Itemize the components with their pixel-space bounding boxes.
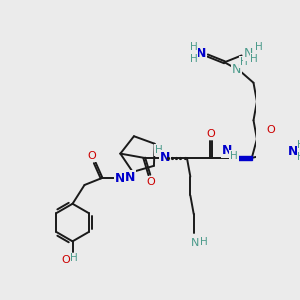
Text: H: H [230, 151, 238, 161]
Text: O: O [61, 255, 70, 265]
Text: H: H [255, 42, 262, 52]
Text: N: N [191, 238, 200, 248]
Text: N: N [244, 47, 253, 60]
Text: H: H [70, 254, 78, 263]
Text: O: O [88, 151, 97, 161]
Text: O: O [147, 177, 155, 187]
Text: H: H [190, 54, 198, 64]
Text: O: O [206, 129, 215, 139]
Text: N: N [125, 171, 135, 184]
Text: H: H [250, 54, 258, 64]
Text: O: O [266, 125, 275, 135]
Text: H: H [297, 140, 300, 150]
Text: H: H [190, 42, 198, 52]
Text: H: H [200, 236, 208, 247]
Text: N: N [115, 172, 125, 185]
Text: N: N [222, 144, 232, 157]
Text: N: N [288, 146, 298, 158]
Text: N: N [195, 47, 206, 60]
Text: H: H [240, 57, 248, 67]
Polygon shape [236, 156, 252, 160]
Text: H: H [155, 145, 163, 155]
Text: H: H [297, 152, 300, 162]
Text: N: N [160, 151, 170, 164]
Text: N: N [232, 63, 241, 76]
